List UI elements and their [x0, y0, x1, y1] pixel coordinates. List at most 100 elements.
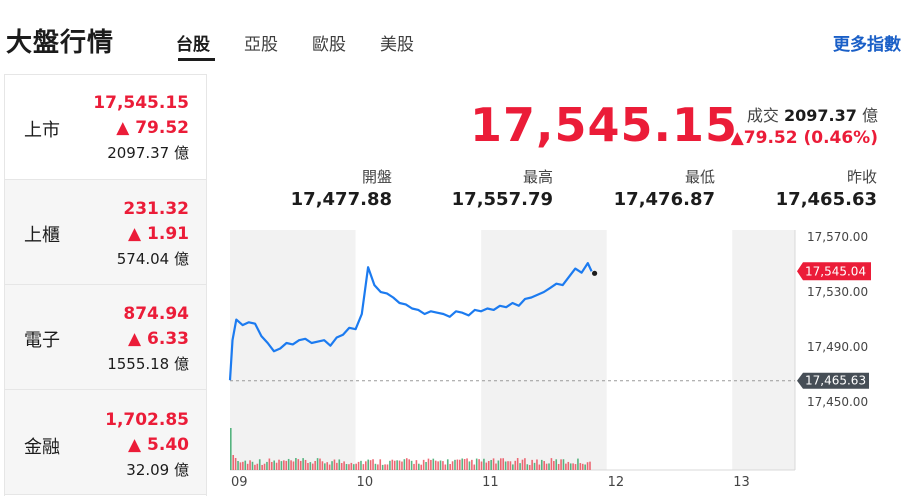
volume-bar [543, 461, 545, 470]
volume-bar [355, 463, 357, 470]
volume-bar [237, 461, 239, 470]
volume-bar [528, 464, 531, 470]
volume-bar [379, 459, 382, 470]
volume-bar [526, 464, 529, 470]
volume-bar [497, 460, 500, 470]
volume-bar [369, 460, 372, 470]
stat-open: 開盤 17,477.88 [290, 168, 392, 210]
tab-taiwan[interactable]: 台股 [176, 35, 210, 55]
volume-bar [434, 460, 437, 470]
volume-bar [408, 459, 410, 470]
volume-bar [581, 463, 584, 470]
x-tick-label: 11 [482, 475, 499, 490]
tab-us[interactable]: 美股 [380, 35, 414, 55]
volume-bar [270, 461, 273, 470]
volume-bar [338, 459, 341, 470]
volume-bar [319, 458, 321, 470]
volume-bar [512, 464, 514, 470]
volume-bar [413, 463, 415, 470]
sidebar-item-otc[interactable]: 上櫃 231.32 ▲ 1.91 574.04 億 [5, 180, 206, 285]
sidebar-item-label: 電子 [24, 330, 60, 351]
index-sidebar: 上市 17,545.15 ▲ 79.52 2097.37 億 上櫃 231.32… [4, 74, 207, 496]
volume-bar [548, 463, 550, 470]
volume-bar [533, 462, 536, 470]
volume-bar [326, 462, 329, 470]
sidebar-item-label: 金融 [24, 437, 60, 458]
volume-bar [234, 458, 237, 470]
tab-europe[interactable]: 歐股 [312, 35, 346, 55]
volume-bar [357, 461, 360, 470]
sidebar-item-label: 上櫃 [24, 225, 60, 246]
page-header: 大盤行情 台股 亞股 歐股 美股 更多指數 [0, 0, 912, 62]
volume-bar [446, 459, 449, 470]
volume-bar [401, 461, 403, 470]
y-tick-label: 17,530.00 [807, 285, 868, 299]
volume-bar [307, 463, 309, 470]
volume-bar [266, 461, 268, 470]
sidebar-item-change: ▲ 1.91 [128, 224, 189, 244]
volume-bar [418, 463, 420, 470]
volume-bar [569, 463, 572, 470]
y-tick-label: 17,570.00 [807, 230, 868, 244]
volume-bar [478, 459, 480, 470]
volume-bar [490, 459, 492, 470]
sidebar-item-electronics[interactable]: 電子 874.94 ▲ 6.33 1555.18 億 [5, 285, 206, 390]
volume-bar [324, 463, 326, 470]
last-price-dot [592, 270, 598, 276]
volume-bar [336, 462, 338, 470]
volume-bar [507, 461, 509, 470]
volume-bar [538, 464, 541, 470]
volume-bar [415, 460, 418, 470]
volume-bar [268, 458, 271, 470]
more-indices-link[interactable]: 更多指數 [833, 35, 901, 55]
volume-bar [352, 464, 355, 470]
volume-bar [321, 461, 324, 470]
volume-bar [516, 458, 519, 470]
volume-bar [589, 461, 591, 470]
volume-bar [437, 461, 439, 470]
volume-bar [275, 462, 278, 470]
volume-bar [480, 461, 483, 470]
volume-bar [531, 459, 533, 470]
volume-bar [577, 458, 579, 470]
volume-bar [485, 462, 488, 470]
sidebar-item-finance[interactable]: 金融 1,702.85 ▲ 5.40 32.09 億 [5, 390, 206, 495]
volume-bar [350, 462, 353, 470]
volume-bar [230, 428, 232, 470]
volume-bar [251, 461, 254, 470]
volume-bar [557, 463, 560, 470]
volume-bar [519, 463, 521, 470]
up-triangle-icon: ▲ [128, 329, 142, 349]
volume-bar [295, 458, 297, 470]
volume-bar [389, 460, 391, 470]
volume-bar [403, 459, 406, 470]
volume-bar [461, 458, 464, 470]
volume-bar [333, 459, 336, 470]
volume-bar [316, 458, 319, 470]
volume-bar [545, 463, 548, 470]
y-tick-label: 17,450.00 [807, 395, 868, 409]
sidebar-item-listed[interactable]: 上市 17,545.15 ▲ 79.52 2097.37 億 [5, 75, 206, 180]
volume-bar [567, 461, 570, 470]
volume-bar [451, 461, 454, 470]
index-change: ▲79.52 (0.46%) [730, 128, 878, 148]
volume-bar [439, 460, 442, 470]
volume-bar [405, 458, 408, 470]
sidebar-item-volume: 574.04 億 [116, 250, 189, 268]
volume-bar [278, 459, 280, 470]
volume-bar [492, 458, 495, 470]
current-price-tag [797, 262, 871, 281]
tab-asia[interactable]: 亞股 [244, 35, 278, 55]
volume-bar [521, 459, 524, 470]
volume-bar [555, 459, 558, 470]
volume-bar [297, 459, 300, 470]
volume-bar [283, 460, 285, 470]
volume-bar [292, 461, 295, 470]
volume-bar [456, 459, 459, 470]
volume-bar [258, 459, 261, 470]
volume-bar [565, 463, 567, 470]
volume-bar [468, 461, 471, 470]
sidebar-item-price: 1,702.85 [105, 410, 189, 430]
x-tick-label: 13 [733, 475, 750, 490]
volume-bar [302, 458, 304, 470]
